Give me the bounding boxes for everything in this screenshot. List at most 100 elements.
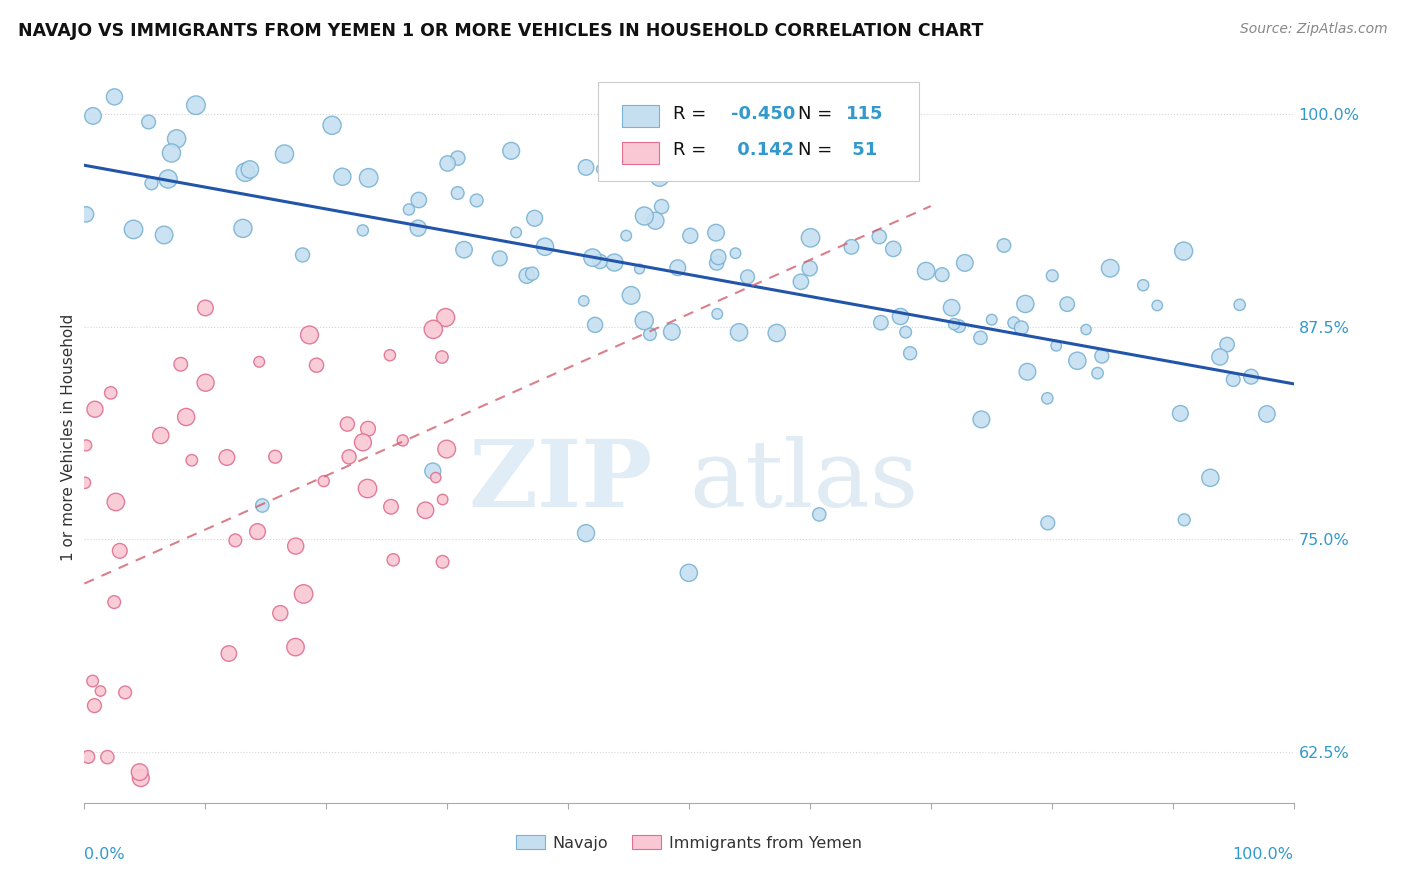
Point bbox=[1132, 278, 1154, 293]
Text: N =: N = bbox=[797, 104, 838, 123]
Point bbox=[432, 555, 454, 569]
Point bbox=[264, 450, 287, 464]
Point bbox=[1229, 298, 1251, 312]
Text: -0.450: -0.450 bbox=[731, 104, 796, 123]
Point bbox=[114, 685, 136, 699]
Point bbox=[575, 161, 598, 175]
FancyBboxPatch shape bbox=[623, 105, 659, 127]
Point bbox=[661, 325, 683, 339]
Text: 0.0%: 0.0% bbox=[84, 847, 125, 862]
Point bbox=[436, 156, 458, 170]
Point bbox=[941, 301, 963, 315]
Text: 0.142: 0.142 bbox=[731, 141, 794, 160]
Point bbox=[620, 112, 643, 127]
Point bbox=[447, 186, 470, 200]
Point bbox=[174, 409, 197, 424]
Point bbox=[953, 256, 976, 270]
Y-axis label: 1 or more Vehicles in Household: 1 or more Vehicles in Household bbox=[60, 313, 76, 561]
Point bbox=[648, 169, 671, 184]
Point bbox=[352, 223, 374, 237]
Point bbox=[575, 526, 598, 541]
Point bbox=[1045, 339, 1067, 353]
Point bbox=[651, 200, 673, 214]
Point bbox=[724, 246, 747, 260]
Point bbox=[1173, 244, 1195, 258]
Point bbox=[284, 539, 307, 553]
Point bbox=[516, 268, 538, 283]
Point bbox=[382, 553, 405, 567]
Point bbox=[166, 132, 188, 146]
Point bbox=[83, 698, 105, 713]
Text: 115: 115 bbox=[846, 104, 883, 123]
Point bbox=[157, 172, 180, 186]
Point bbox=[224, 533, 246, 548]
Point bbox=[337, 450, 360, 464]
Point bbox=[1240, 369, 1263, 384]
Point bbox=[1017, 365, 1039, 379]
Point bbox=[129, 771, 152, 785]
Point bbox=[1002, 316, 1025, 330]
Point bbox=[122, 222, 145, 236]
Point bbox=[894, 325, 917, 339]
Point bbox=[868, 229, 890, 244]
Point bbox=[73, 475, 96, 490]
Point bbox=[357, 422, 380, 436]
Text: N =: N = bbox=[797, 141, 838, 160]
Point bbox=[969, 331, 991, 345]
Point bbox=[312, 474, 335, 488]
Point bbox=[284, 640, 307, 654]
Point bbox=[704, 226, 727, 240]
Point bbox=[357, 170, 380, 185]
Point bbox=[1222, 373, 1244, 387]
Point bbox=[336, 417, 359, 431]
Point bbox=[581, 251, 603, 265]
Point bbox=[889, 310, 911, 324]
Point bbox=[408, 193, 430, 207]
Point bbox=[321, 118, 343, 132]
Point bbox=[915, 264, 938, 278]
Point bbox=[356, 482, 378, 496]
Point bbox=[1056, 297, 1078, 311]
Point bbox=[273, 147, 295, 161]
Point bbox=[591, 162, 613, 177]
Text: R =: R = bbox=[673, 104, 713, 123]
Point bbox=[633, 209, 655, 223]
Point bbox=[1199, 471, 1222, 485]
Point bbox=[415, 503, 437, 517]
Point bbox=[434, 310, 457, 325]
Point bbox=[799, 231, 821, 245]
Point bbox=[218, 647, 240, 661]
Point bbox=[505, 226, 527, 240]
Point bbox=[620, 288, 643, 302]
Point bbox=[149, 428, 172, 442]
Point bbox=[488, 252, 510, 266]
Point bbox=[644, 213, 666, 227]
Point bbox=[679, 228, 702, 243]
Point bbox=[232, 221, 254, 235]
Point bbox=[1146, 298, 1168, 312]
Point bbox=[799, 261, 821, 276]
Point bbox=[103, 90, 125, 104]
Point bbox=[378, 348, 401, 362]
Point bbox=[104, 495, 127, 509]
Point bbox=[1170, 406, 1192, 420]
Point bbox=[138, 115, 160, 129]
Point bbox=[1010, 321, 1032, 335]
Text: atlas: atlas bbox=[689, 436, 918, 526]
Text: ZIP: ZIP bbox=[468, 436, 652, 526]
Point bbox=[589, 254, 612, 268]
Point bbox=[790, 275, 813, 289]
Point bbox=[628, 262, 651, 277]
Point bbox=[160, 146, 183, 161]
Point bbox=[453, 243, 475, 257]
Point bbox=[298, 327, 321, 342]
Point bbox=[943, 317, 966, 331]
Point bbox=[1087, 366, 1109, 380]
Point bbox=[841, 240, 863, 254]
Point bbox=[235, 165, 257, 179]
Point bbox=[706, 256, 728, 270]
Point bbox=[501, 144, 523, 158]
Point bbox=[630, 133, 652, 147]
Point bbox=[706, 307, 728, 321]
Point bbox=[215, 450, 238, 465]
